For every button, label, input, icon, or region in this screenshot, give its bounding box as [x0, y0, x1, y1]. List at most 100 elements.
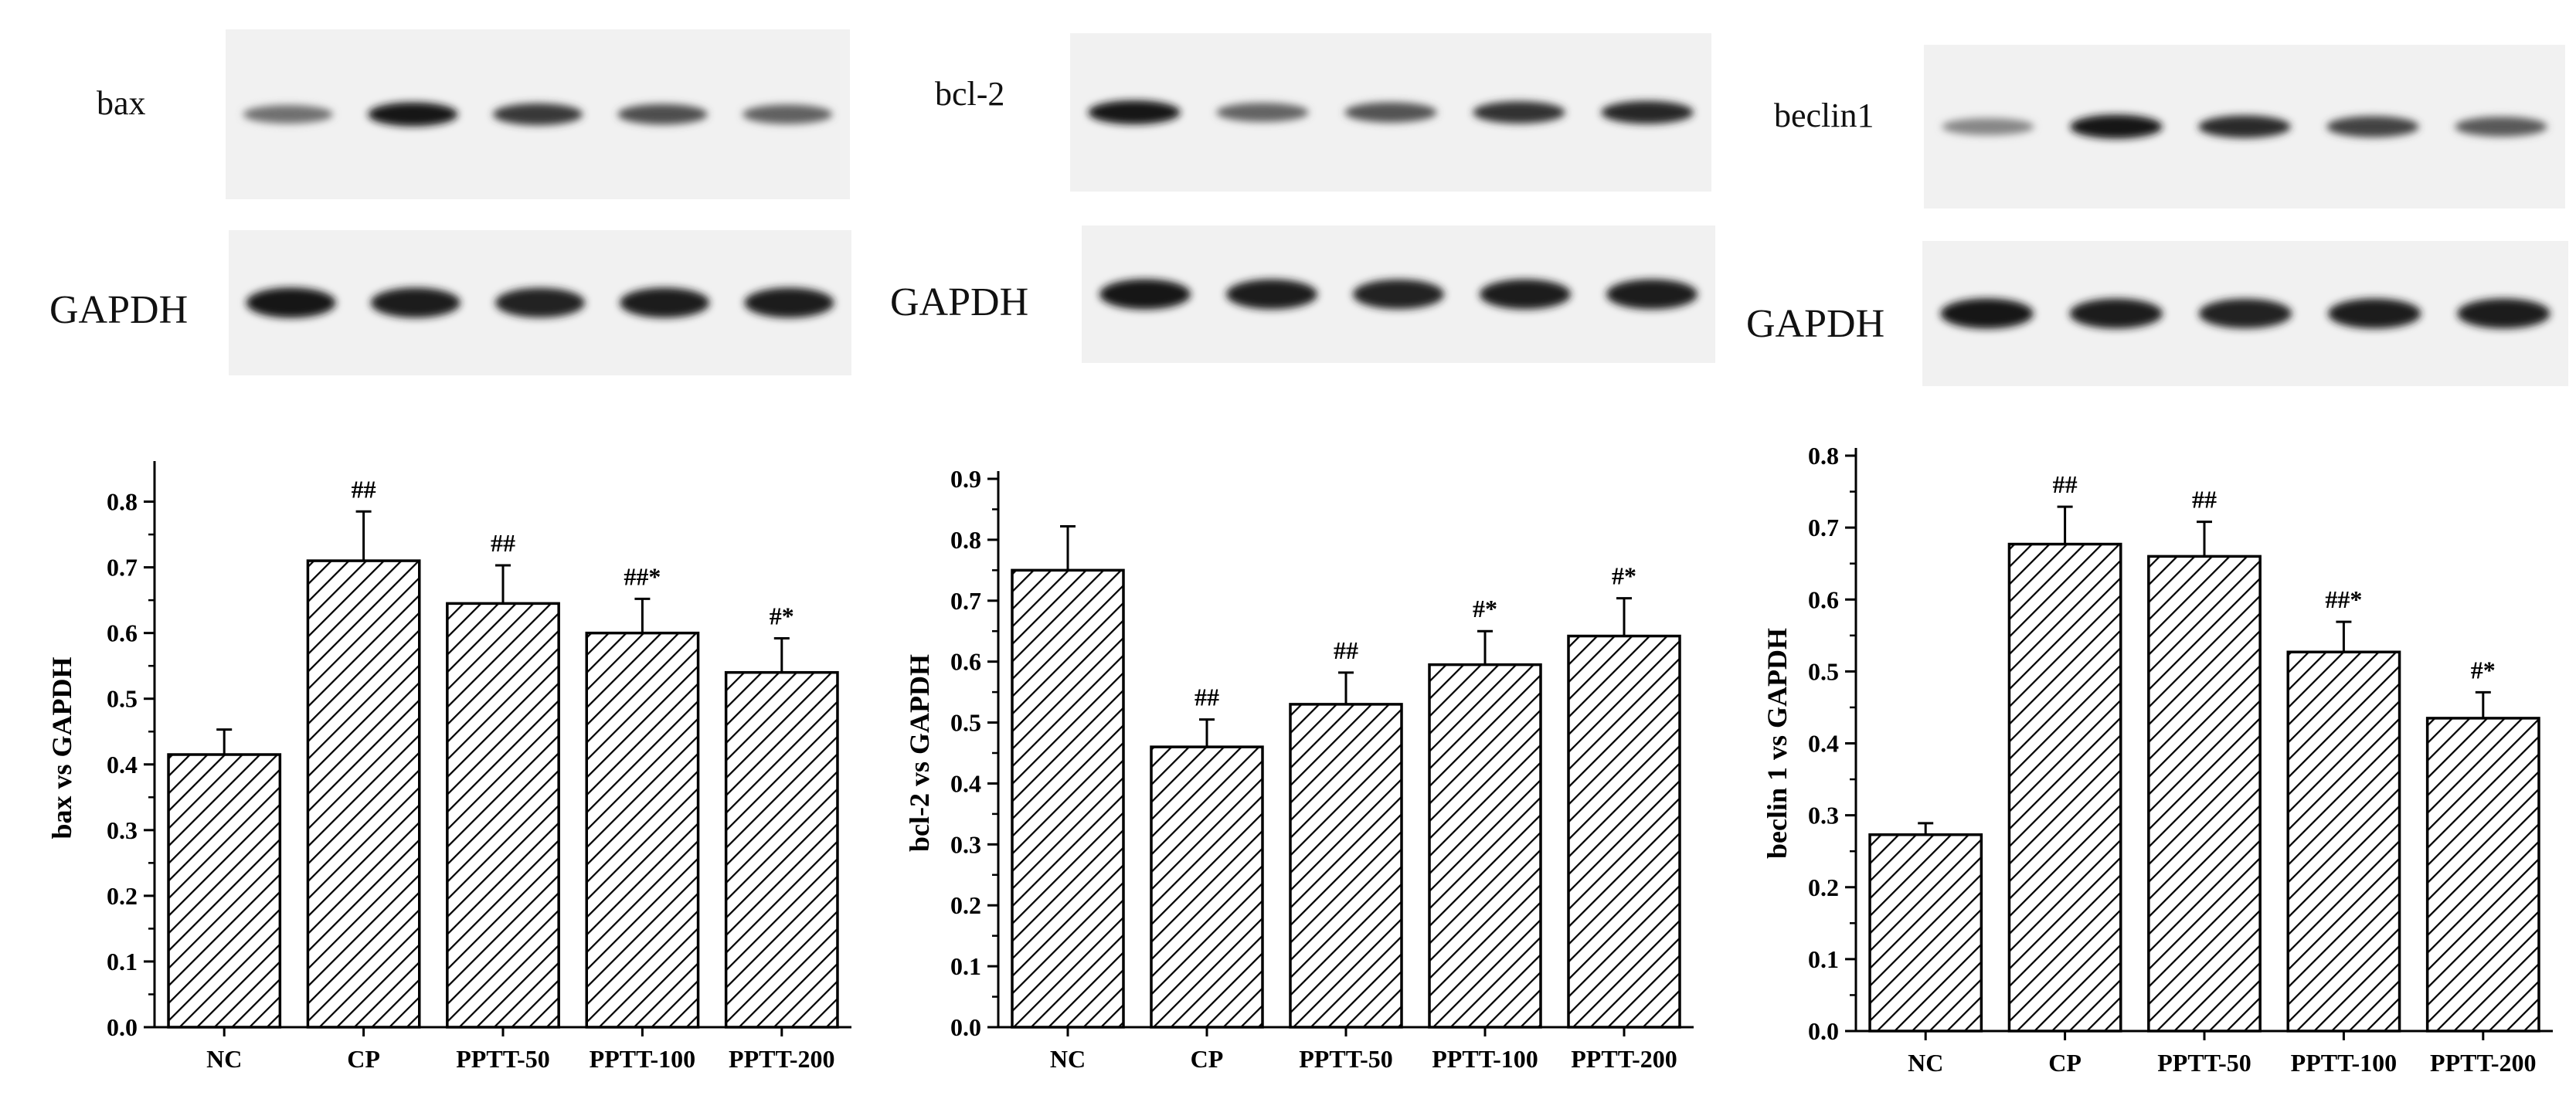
y-tick-label: 0.5: [1808, 657, 1839, 685]
blot-band: [617, 103, 708, 125]
y-tick-label: 0.1: [950, 952, 981, 980]
x-tick-label: NC: [206, 1045, 242, 1073]
bar: [724, 670, 839, 1029]
y-tick-label: 0.6: [950, 648, 981, 676]
target-bands: [1942, 114, 2547, 139]
y-tick-label: 0.7: [950, 587, 981, 615]
bar: [2147, 555, 2262, 1033]
blot-band: [1216, 103, 1309, 122]
blot-band: [1344, 102, 1437, 123]
x-tick-label: PPTT-100: [590, 1045, 696, 1073]
significance-label: #*: [770, 602, 794, 629]
x-tick-label: PPTT-100: [1432, 1045, 1538, 1073]
blot-loading-strip: [1082, 226, 1715, 363]
blot-band: [2198, 298, 2292, 329]
x-tick-label: PPTT-50: [1299, 1045, 1393, 1073]
y-tick-label: 0.5: [107, 685, 138, 713]
y-tick-label: 0.0: [950, 1013, 981, 1041]
blot-band: [2198, 115, 2291, 138]
significance-label: #*: [2471, 656, 2496, 684]
blot-band: [743, 104, 833, 124]
loading-bands: [246, 287, 834, 318]
blot-band: [494, 287, 586, 318]
y-tick-label: 0.2: [950, 891, 981, 919]
significance-label: #*: [1612, 562, 1636, 590]
blot-band: [2328, 298, 2421, 329]
significance-label: ##: [2053, 470, 2078, 498]
blot-band: [368, 102, 458, 127]
bar-chart-beclin1: 0.0 0.1 0.2 0.3 0.4 0.5 0.6 0.7 0.8 beclin 1 vs G…: [1762, 442, 2553, 1077]
blot-band: [243, 105, 333, 124]
bar: [167, 753, 282, 1029]
target-bands: [1088, 100, 1694, 125]
significance-label: ##: [352, 475, 376, 503]
bar: [585, 631, 700, 1029]
blot-band: [1601, 100, 1694, 124]
bar: [2286, 650, 2401, 1033]
y-tick-label: 0.5: [950, 709, 981, 737]
blot-target-strip: [226, 29, 850, 199]
x-tick-label: PPTT-200: [2430, 1049, 2537, 1077]
y-axis-label: beclin 1 vs GAPDH: [1762, 628, 1793, 859]
bar: [1011, 568, 1125, 1029]
y-tick-label: 0.6: [1808, 585, 1839, 613]
y-tick-label: 0.8: [107, 488, 138, 516]
bar: [2425, 717, 2540, 1033]
blot-band: [1088, 100, 1181, 125]
blot-band: [2070, 114, 2163, 139]
y-tick-label: 0.4: [1808, 730, 1839, 758]
y-axis-label: bcl-2 vs GAPDH: [904, 654, 935, 852]
significance-label: ##: [1334, 636, 1358, 664]
blot-band: [1606, 279, 1698, 310]
blot-target-label: bax: [97, 84, 146, 122]
x-tick-label: NC: [1908, 1049, 1943, 1077]
x-tick-label: CP: [347, 1045, 380, 1073]
y-tick-label: 0.8: [1808, 442, 1839, 470]
blot-target-strip: [1924, 45, 2565, 209]
y-tick-label: 0.1: [1808, 945, 1839, 973]
blot-target-label: beclin1: [1774, 97, 1874, 134]
bar: [446, 602, 560, 1029]
blot-band: [1940, 298, 2034, 329]
y-tick-label: 0.7: [107, 554, 138, 582]
blot-band: [1942, 117, 2034, 136]
blot-band: [1479, 279, 1572, 310]
y-tick-label: 0.7: [1808, 514, 1839, 541]
x-tick-label: NC: [1050, 1045, 1086, 1073]
blot-loading-label: GAPDH: [49, 288, 189, 332]
blot-band: [1225, 279, 1318, 310]
x-tick-label: PPTT-200: [729, 1045, 835, 1073]
blot-band: [1099, 279, 1191, 310]
significance-label: ##*: [2325, 585, 2362, 613]
blot-band: [744, 287, 834, 318]
y-tick-label: 0.3: [950, 830, 981, 858]
panel-bcl-2: bcl-2 GAPDH 0.0 0.1 0.2 0.3 0.4 0.5 0.6 0.7 0.8 0…: [858, 0, 1715, 1116]
loading-bands: [1099, 279, 1698, 310]
bar: [1567, 634, 1681, 1029]
bar: [306, 559, 421, 1029]
blot-band: [2455, 117, 2547, 137]
significance-label: ##*: [624, 562, 661, 590]
blot-loading-label: GAPDH: [1746, 302, 1885, 346]
blot-band: [246, 287, 336, 318]
x-tick-label: PPTT-200: [1571, 1045, 1677, 1073]
y-tick-label: 0.2: [107, 882, 138, 910]
y-tick-label: 0.8: [950, 526, 981, 554]
blot-band: [492, 103, 583, 126]
blot-band: [370, 287, 460, 318]
bar: [1428, 663, 1542, 1029]
x-tick-label: PPTT-50: [456, 1045, 550, 1073]
significance-label: ##: [491, 529, 515, 557]
blot-loading-strip: [229, 230, 851, 375]
bar: [2007, 542, 2122, 1033]
y-tick-label: 0.1: [107, 948, 138, 975]
blot-band: [2457, 298, 2551, 329]
blot-band: [620, 287, 710, 318]
y-tick-label: 0.3: [1808, 802, 1839, 829]
y-tick-label: 0.0: [1808, 1017, 1839, 1045]
target-bands: [243, 102, 833, 127]
significance-label: ##: [1195, 684, 1219, 711]
blot-loading-label: GAPDH: [890, 280, 1029, 324]
y-tick-label: 0.9: [950, 465, 981, 493]
y-tick-label: 0.3: [107, 816, 138, 844]
